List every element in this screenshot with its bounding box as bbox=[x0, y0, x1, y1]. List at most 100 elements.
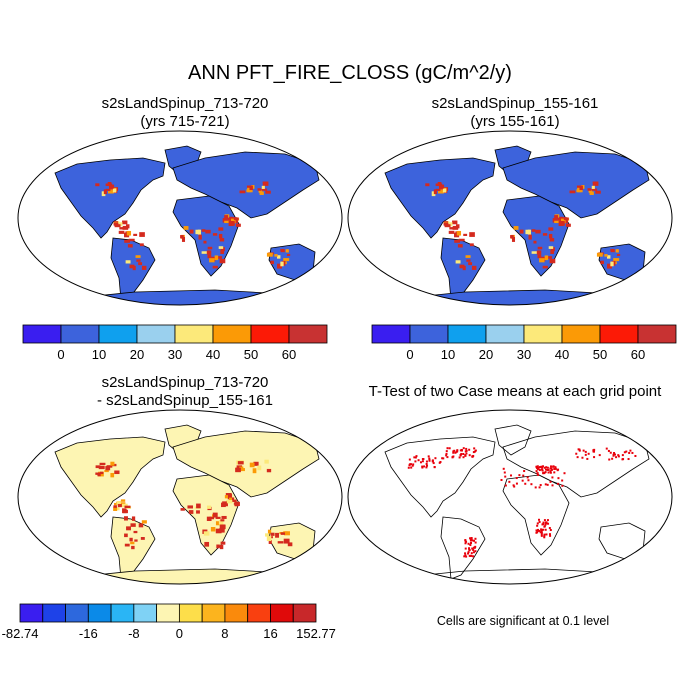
significance-note: Cells are significant at 0.1 level bbox=[436, 614, 610, 628]
significant-cell bbox=[467, 542, 470, 545]
hotspot-cell bbox=[607, 263, 612, 269]
significant-cell bbox=[421, 460, 424, 463]
significant-cell bbox=[473, 546, 476, 549]
hotspot-cell bbox=[114, 224, 121, 228]
significant-cell bbox=[458, 456, 461, 459]
significant-cell bbox=[538, 529, 541, 532]
significant-cell bbox=[474, 541, 477, 544]
hotspot-cell bbox=[438, 184, 445, 190]
hotspot-cell bbox=[579, 185, 583, 191]
significant-cell bbox=[408, 458, 411, 461]
map-ocean bbox=[348, 410, 672, 584]
colorbar-swatch bbox=[133, 603, 158, 623]
significant-cell bbox=[581, 456, 584, 459]
hotspot-cell bbox=[122, 225, 127, 230]
significant-cell bbox=[471, 539, 474, 542]
colorbar-label: 10 bbox=[92, 347, 106, 362]
hotspot-cell bbox=[443, 222, 449, 226]
significant-cell bbox=[500, 478, 503, 481]
significant-cell bbox=[470, 554, 473, 557]
hotspot-cell bbox=[221, 515, 227, 519]
hotspot-cell bbox=[469, 232, 475, 237]
significant-cell bbox=[469, 544, 472, 547]
significant-cell bbox=[439, 460, 442, 463]
hotspot-cell bbox=[106, 465, 113, 468]
hotspot-cell bbox=[229, 216, 234, 219]
significant-cell bbox=[546, 466, 549, 469]
significant-cell bbox=[546, 468, 549, 471]
significant-cell bbox=[412, 463, 415, 466]
hotspot-cell bbox=[99, 462, 106, 466]
hotspot-cell bbox=[589, 191, 594, 195]
hotspot-cell bbox=[215, 521, 222, 526]
hotspot-cell bbox=[230, 218, 236, 224]
significant-cell bbox=[544, 471, 547, 474]
significant-cell bbox=[410, 466, 413, 469]
hotspot-cell bbox=[437, 182, 442, 186]
colorbar-swatch bbox=[447, 324, 487, 344]
hotspot-cell bbox=[563, 217, 569, 221]
hotspot-cell bbox=[266, 252, 273, 257]
hotspot-cell bbox=[560, 218, 566, 224]
colorbar-swatch bbox=[22, 324, 62, 344]
hotspot-cell bbox=[218, 520, 224, 525]
hotspot-cell bbox=[455, 260, 461, 264]
hotspot-cell bbox=[123, 516, 128, 521]
colorbar-swatch bbox=[292, 603, 317, 623]
significant-cell bbox=[456, 449, 459, 452]
significant-cell bbox=[613, 453, 616, 456]
hotspot-cell bbox=[533, 240, 537, 244]
significant-cell bbox=[415, 455, 418, 458]
hotspot-cell bbox=[431, 191, 436, 197]
significant-cell bbox=[554, 467, 557, 470]
hotspot-cell bbox=[116, 500, 121, 506]
significant-cell bbox=[543, 525, 546, 528]
panel-title-ttest: T-Test of two Case means at each grid po… bbox=[350, 383, 680, 401]
significant-cell bbox=[407, 466, 410, 469]
significant-cell bbox=[540, 533, 543, 536]
significant-cell bbox=[543, 535, 546, 538]
hotspot-cell bbox=[275, 532, 280, 538]
significant-cell bbox=[431, 459, 434, 462]
significant-cell bbox=[521, 479, 524, 482]
hotspot-cell bbox=[448, 230, 455, 234]
hotspot-cell bbox=[128, 238, 135, 242]
colorbar-label: 0 bbox=[57, 347, 64, 362]
significant-cell bbox=[522, 474, 525, 477]
hotspot-cell bbox=[456, 224, 460, 229]
land-africa bbox=[172, 474, 240, 556]
significant-cell bbox=[545, 533, 548, 536]
hotspot-cell bbox=[592, 181, 597, 184]
hotspot-cell bbox=[232, 499, 237, 503]
significant-cell bbox=[584, 453, 587, 456]
significant-cell bbox=[540, 530, 543, 533]
hotspot-cell bbox=[435, 188, 441, 191]
significant-cell bbox=[628, 451, 631, 454]
hotspot-cell bbox=[265, 533, 270, 537]
hotspot-cell bbox=[103, 189, 107, 195]
hotspot-cell bbox=[125, 260, 131, 264]
land-north-america bbox=[384, 157, 496, 239]
significant-cell bbox=[445, 452, 448, 455]
hotspot-cell bbox=[140, 537, 145, 540]
significant-cell bbox=[575, 452, 578, 455]
significant-cell bbox=[459, 449, 462, 452]
hotspot-cell bbox=[180, 508, 185, 511]
significant-cell bbox=[542, 465, 545, 468]
land-africa bbox=[502, 474, 570, 556]
hotspot-cell bbox=[219, 258, 226, 264]
colorbar-label: 50 bbox=[593, 347, 607, 362]
hotspot-cell bbox=[136, 259, 141, 262]
hotspot-cell bbox=[548, 227, 554, 231]
hotspot-cell bbox=[112, 188, 117, 193]
hotspot-cell bbox=[237, 461, 244, 465]
significant-cell bbox=[467, 551, 470, 554]
significant-cell bbox=[549, 465, 552, 468]
hotspot-cell bbox=[587, 188, 592, 191]
hotspot-cell bbox=[535, 229, 541, 234]
land-north-america bbox=[54, 436, 166, 518]
colorbar-label: 0 bbox=[176, 626, 183, 641]
significant-cell bbox=[530, 483, 533, 486]
significant-cell bbox=[621, 454, 624, 457]
hotspot-cell bbox=[287, 542, 293, 547]
